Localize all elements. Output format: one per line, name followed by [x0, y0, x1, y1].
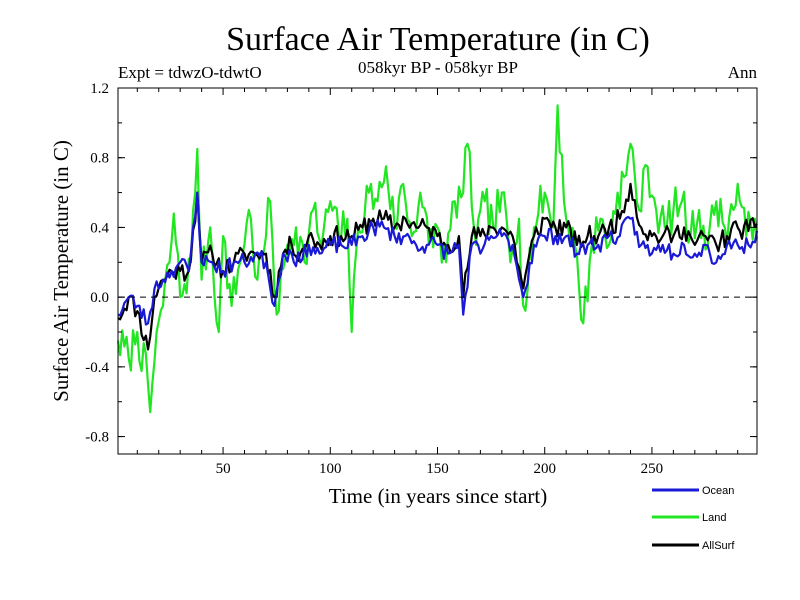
x-tick-label: 200 [533, 461, 556, 477]
season-label: Ann [728, 63, 758, 82]
y-tick-label: 0.0 [90, 290, 109, 306]
legend-label-ocean: Ocean [702, 485, 734, 497]
x-axis-label: Time (in years since start) [329, 484, 548, 508]
y-tick-label: 0.4 [90, 220, 109, 236]
series-line-land [116, 104, 759, 414]
x-tick-label: 50 [216, 461, 231, 477]
y-tick-label: 0.8 [90, 151, 109, 167]
legend-label-allsurf: AllSurf [702, 540, 735, 552]
x-tick-label: 100 [319, 461, 342, 477]
experiment-label: Expt = tdwzO-tdwtO [118, 63, 262, 82]
y-tick-label: -0.4 [85, 360, 109, 376]
chart-title: Surface Air Temperature (in C) [226, 21, 650, 58]
chart-subtitle: 058kyr BP - 058kyr BP [358, 58, 518, 77]
x-tick-label: 150 [426, 461, 449, 477]
y-axis-label: Surface Air Temperature (in C) [49, 140, 73, 402]
series-layer [116, 104, 759, 414]
y-tick-label: -0.8 [85, 430, 109, 446]
legend: Ocean Land AllSurf [652, 485, 735, 552]
y-tick-label: 1.2 [90, 81, 109, 97]
legend-label-land: Land [702, 512, 726, 524]
axis-ticks: 50 100 150 200 250 1.2 0.8 0.4 0.0 -0.4 -0.8 [85, 81, 757, 477]
series-line-ocean [117, 191, 759, 326]
x-tick-label: 250 [641, 461, 664, 477]
